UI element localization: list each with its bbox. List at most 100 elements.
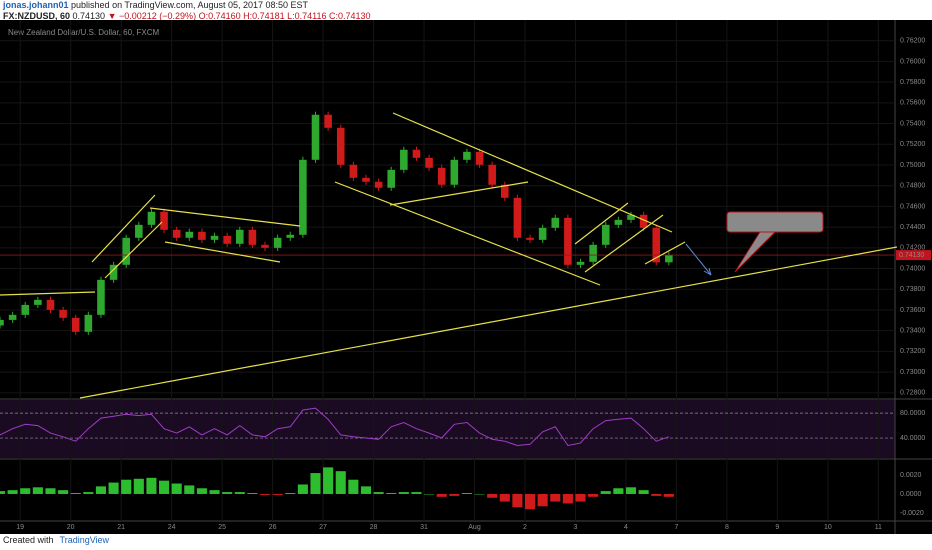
rsi-background (0, 400, 895, 458)
trend-line (149, 207, 301, 227)
histogram-bar (348, 479, 359, 494)
published: published on TradingView.com, August 05,… (71, 0, 309, 10)
candle-body (324, 114, 332, 128)
candle-body (46, 299, 55, 310)
y-tick-label: 0.76200 (900, 38, 925, 45)
y-tick-label: 0.72800 (900, 390, 925, 397)
candle-body (198, 231, 206, 240)
candle-body (614, 219, 623, 225)
symbol: FX:NZDUSD, 60 (3, 11, 71, 21)
candle-body (463, 151, 471, 160)
candle-body (387, 169, 396, 188)
chart-title: New Zealand Dollar/U.S. Dollar, 60, FXCM (8, 28, 160, 37)
y-tick-label: 0.0020 (900, 472, 922, 479)
y-tick-label: 0.73200 (900, 348, 925, 355)
candle-body (59, 309, 67, 318)
x-tick-label: 11 (875, 524, 882, 531)
x-tick-label: 9 (775, 524, 779, 531)
histogram-bar (613, 488, 624, 494)
histogram-bar (424, 493, 435, 495)
y-tick-label: 0.73400 (900, 328, 925, 335)
candle-body (437, 167, 446, 185)
candle-body (135, 224, 143, 238)
author[interactable]: jonas.johann01 (3, 0, 69, 10)
y-tick-label: 0.75800 (900, 79, 925, 86)
trend-line (164, 241, 281, 263)
histogram-bar (297, 484, 308, 494)
histogram-bar (108, 482, 119, 494)
histogram-bar (310, 473, 321, 494)
histogram-bar (146, 477, 157, 494)
trend-line (644, 241, 686, 265)
x-tick-label: 19 (16, 524, 24, 531)
histogram-bar (7, 490, 18, 494)
candle-body (627, 214, 635, 220)
trend-line (79, 246, 898, 399)
candle-body (84, 314, 93, 332)
candle-body (501, 184, 509, 198)
candle-body (652, 227, 661, 263)
histogram-bar (259, 493, 271, 495)
histogram-bar (625, 487, 637, 494)
y-tick-label: 0.74000 (900, 265, 925, 272)
y-tick-label: 0.75200 (900, 141, 925, 148)
histogram-bar (285, 493, 296, 494)
histogram-bar (398, 492, 409, 494)
y-tick-label: -0.0020 (900, 510, 924, 517)
histogram-bar (651, 493, 662, 496)
brand[interactable]: TradingView (59, 535, 110, 545)
x-tick-label: 25 (218, 524, 226, 531)
candle-body (488, 164, 496, 185)
histogram-bar (133, 478, 144, 494)
candle-body (349, 164, 358, 178)
trend-line (334, 181, 601, 286)
chart: New Zealand Dollar/U.S. Dollar, 60, FXCM… (0, 20, 932, 534)
histogram-bar (323, 467, 334, 494)
x-tick-label: 8 (725, 524, 729, 531)
candle-body (8, 314, 17, 320)
arrow-head (703, 267, 712, 276)
candle-body (665, 255, 673, 263)
histogram-bar (58, 490, 69, 494)
candle-body (374, 181, 383, 188)
histogram-bar (20, 488, 31, 494)
candle-body (576, 261, 585, 265)
histogram-bar (272, 493, 283, 495)
candle-body (172, 229, 181, 238)
trend-line (104, 221, 163, 279)
candle-body (589, 244, 597, 262)
histogram-bar (550, 493, 561, 502)
candle-body (160, 211, 168, 230)
y-tick-label: 40.0000 (900, 435, 925, 442)
histogram-bar (588, 493, 599, 497)
histogram-bar (373, 492, 384, 494)
candle-body (235, 229, 244, 244)
candle-body (601, 224, 610, 245)
trend-line (574, 202, 629, 245)
candle-body (475, 151, 484, 165)
x-tick-label: 4 (624, 524, 628, 531)
histogram-bar (436, 493, 447, 497)
y-tick-label: 0.74200 (900, 245, 925, 252)
candle-body (425, 157, 433, 168)
histogram-bar (499, 493, 510, 502)
candle-body (122, 237, 130, 265)
candle-body (0, 319, 4, 326)
y-tick-label: 80.0000 (900, 410, 925, 417)
y-tick-label: 0.74600 (900, 203, 925, 210)
histogram-bar (663, 493, 674, 497)
candle-body (513, 197, 522, 238)
histogram-bar (159, 480, 170, 494)
x-tick-label: 31 (420, 524, 428, 531)
header: jonas.johann01 published on TradingView.… (3, 0, 371, 22)
candle-body (248, 229, 257, 245)
y-tick-label: 0.74800 (900, 183, 925, 190)
candle-body (412, 149, 421, 158)
histogram-bar (209, 490, 220, 494)
candle-body (147, 211, 156, 225)
candle-body (538, 227, 547, 240)
candle-body (299, 159, 307, 235)
y-tick-label: 0.75600 (900, 100, 925, 107)
x-tick-label: 27 (319, 524, 327, 531)
histogram-bar (512, 493, 523, 508)
